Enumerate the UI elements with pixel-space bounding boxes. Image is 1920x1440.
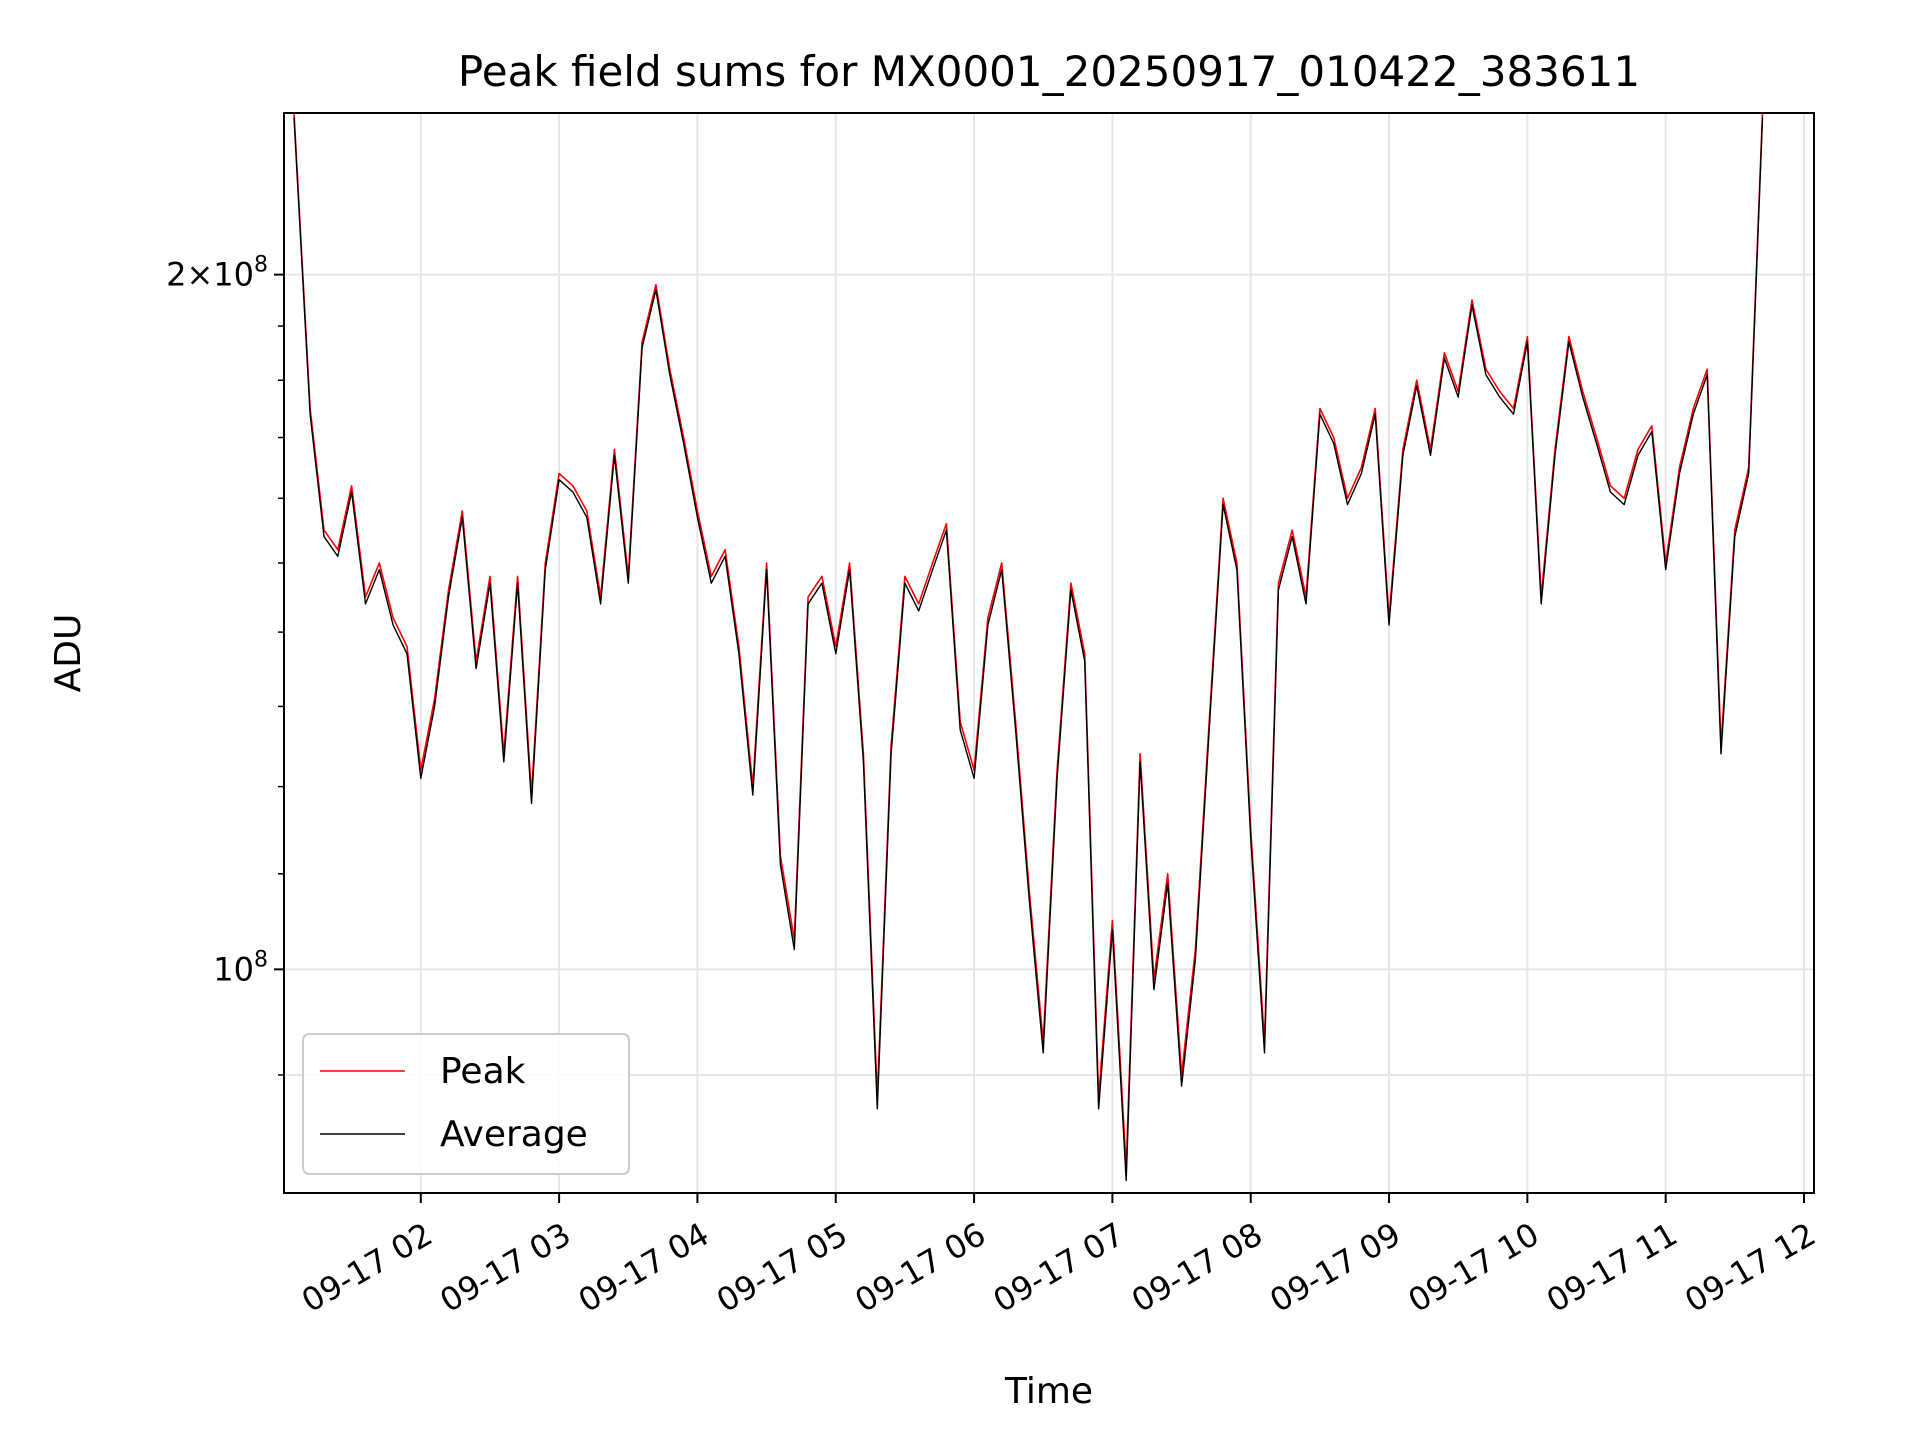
legend-label-average: Average xyxy=(440,1114,588,1155)
y-axis-label: ADU xyxy=(48,614,89,693)
chart-title: Peak field sums for MX0001_20250917_0104… xyxy=(458,47,1640,96)
plot-frame xyxy=(283,112,1815,1194)
series-line-average xyxy=(293,117,1764,1182)
legend-box xyxy=(302,1033,630,1175)
series-lines xyxy=(293,112,1764,1182)
x-axis-label: Time xyxy=(1004,1371,1093,1412)
grid-lines xyxy=(284,113,1814,1193)
y-tick-label: 2×108 xyxy=(166,253,268,294)
legend: Peak Average xyxy=(302,1033,630,1175)
legend-label-peak: Peak xyxy=(440,1051,526,1092)
